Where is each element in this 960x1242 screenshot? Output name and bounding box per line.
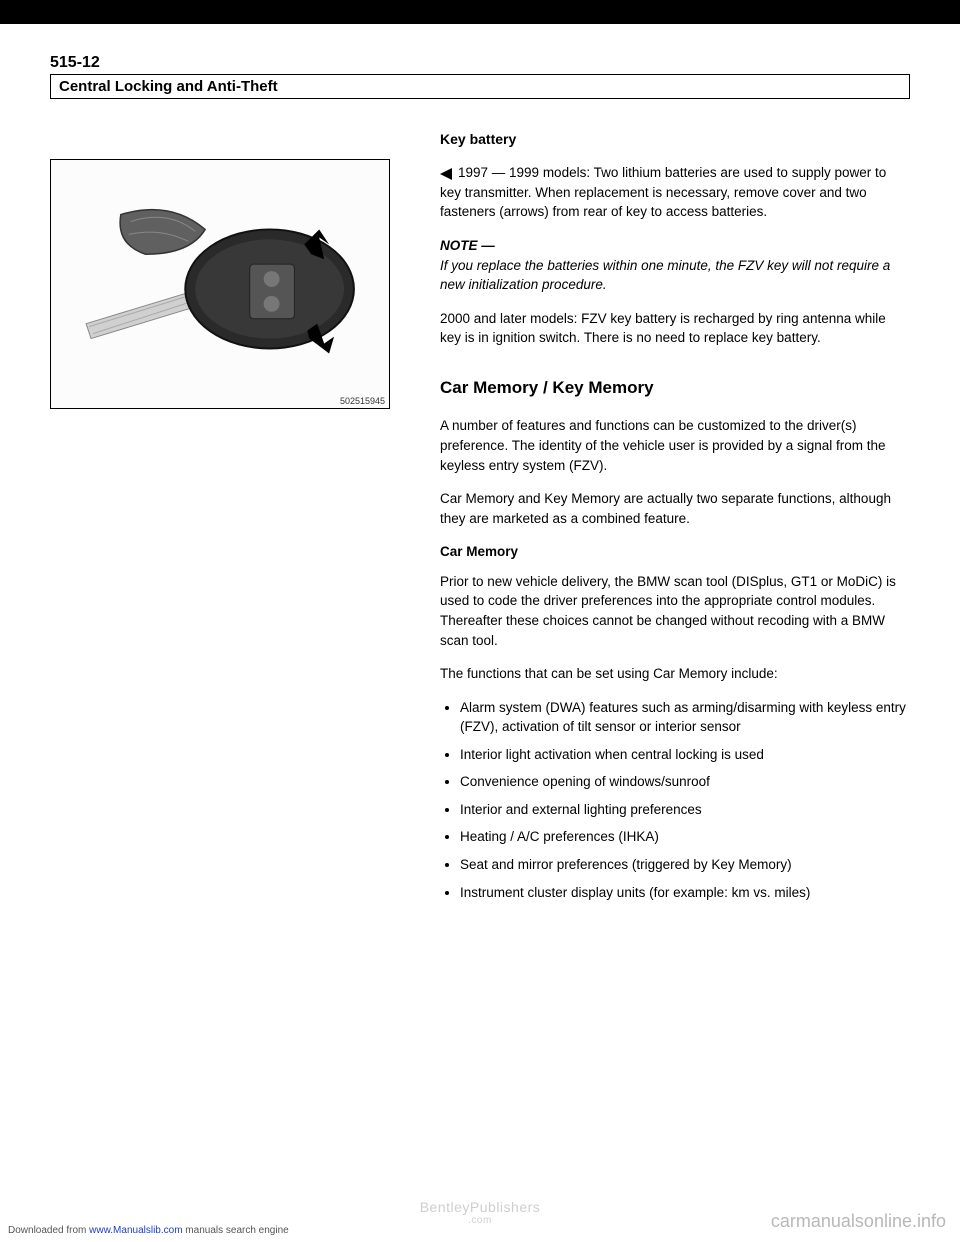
list-item: Interior light activation when central l… [460,745,910,765]
key-battery-p1-wrapper: 1997 — 1999 models: Two lithium batterie… [440,163,910,222]
key-figure: 502515945 [50,159,390,409]
footer-right-watermark: carmanualsonline.info [771,1211,946,1232]
note-block: NOTE — If you replace the batteries with… [440,236,910,295]
list-item: Seat and mirror preferences (triggered b… [460,855,910,875]
note-label: NOTE — [440,238,495,253]
left-column: 502515945 [50,129,410,910]
list-item: Instrument cluster display units (for ex… [460,883,910,903]
key-battery-p2: 2000 and later models: FZV key battery i… [440,309,910,348]
key-battery-heading: Key battery [440,129,910,149]
list-item: Heating / A/C preferences (IHKA) [460,827,910,847]
car-memory-subheading: Car Memory [440,542,910,562]
page-number: 515-12 [50,54,910,72]
list-item: Convenience opening of windows/sunroof [460,772,910,792]
key-battery-p1: 1997 — 1999 models: Two lithium batterie… [440,165,886,219]
section-header: Central Locking and Anti-Theft [50,74,910,99]
car-memory-p1: A number of features and functions can b… [440,416,910,475]
footer-manualslib-link[interactable]: www.Manualslib.com [89,1225,182,1236]
figure-reference-number: 502515945 [340,396,385,406]
two-column-layout: 502515945 Key battery 1997 — 1999 models… [50,129,910,910]
footer-left: Downloaded from www.Manualslib.com manua… [8,1225,289,1236]
key-illustration [51,160,389,408]
car-memory-p3: Prior to new vehicle delivery, the BMW s… [440,572,910,650]
footer-center-watermark: BentleyPublishers .com [420,1199,541,1226]
footer-left-prefix: Downloaded from [8,1225,89,1236]
footer-center-sub: .com [420,1215,541,1226]
car-memory-heading: Car Memory / Key Memory [440,376,910,401]
right-column: Key battery 1997 — 1999 models: Two lith… [440,129,910,910]
car-memory-p2: Car Memory and Key Memory are actually t… [440,489,910,528]
footer-left-suffix: manuals search engine [183,1225,289,1236]
list-item: Interior and external lighting preferenc… [460,800,910,820]
top-black-bar [0,0,960,24]
car-memory-bullet-list: Alarm system (DWA) features such as armi… [440,698,910,903]
page-body: 515-12 Central Locking and Anti-Theft [0,24,960,910]
car-memory-p4: The functions that can be set using Car … [440,664,910,684]
note-body: If you replace the batteries within one … [440,258,890,293]
footer-center-main: BentleyPublishers [420,1199,541,1215]
list-item: Alarm system (DWA) features such as armi… [460,698,910,737]
pointer-arrow-icon [440,168,452,180]
